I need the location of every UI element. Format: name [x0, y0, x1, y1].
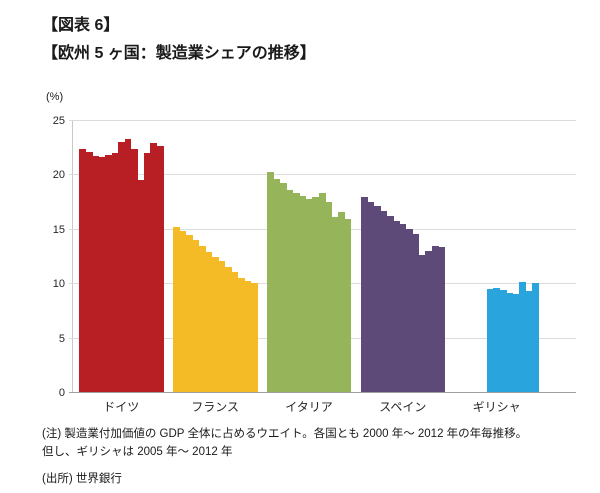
bar-フランス-2012	[250, 283, 258, 392]
y-axis-unit-label: (%)	[46, 91, 64, 103]
bar-イタリア-2010	[331, 216, 339, 392]
chart-footnotes: (注) 製造業付加価値の GDP 全体に占めるウエイト。各国とも 2000 年～…	[42, 426, 527, 488]
gridline-20	[69, 174, 576, 176]
bar-イタリア-2003	[286, 189, 294, 392]
bar-フランス-2008	[224, 266, 232, 392]
y-tick-label-15: 15	[52, 223, 65, 236]
bar-スペイン-2008	[412, 234, 420, 392]
bar-chart-plot-area: 0 5 10 15 20 25 ドイツ フランス イタリア スペイン ギリシャ	[53, 115, 576, 414]
bar-ギリシャ-2007	[499, 289, 507, 392]
bar-ギリシャ-2010	[519, 282, 527, 392]
gridline-25	[69, 120, 576, 121]
bar-フランス-2006	[211, 257, 219, 392]
bar-ギリシャ-2005	[487, 288, 494, 392]
bar-スペイン-2000	[360, 197, 368, 392]
bar-ギリシャ-2012	[532, 283, 540, 392]
y-tick-label-25: 25	[52, 115, 65, 127]
bar-ドイツ-2002	[92, 155, 100, 392]
y-tick-label-0: 0	[58, 387, 65, 399]
bar-ドイツ-2005	[111, 152, 119, 392]
bar-ドイツ-2010	[143, 152, 151, 392]
y-tick-label-20: 20	[52, 169, 65, 182]
bar-フランス-2010	[237, 277, 245, 392]
bar-スペイン-2009	[419, 254, 426, 392]
bar-イタリア-2001	[273, 178, 281, 392]
bar-ドイツ-2000	[79, 149, 87, 392]
footnote-line-1: (注) 製造業付加価値の GDP 全体に占めるウエイト。各国とも 2000 年～…	[42, 428, 528, 440]
bar-ドイツ-2004	[105, 154, 112, 392]
bar-イタリア-2006	[305, 199, 313, 392]
x-category-label-フランス: フランス	[191, 400, 240, 414]
y-tick-label-10: 10	[52, 278, 65, 291]
bar-フランス-2002	[186, 235, 193, 392]
footnote-line-2: 但し、ギリシャは 2005 年～ 2012 年	[42, 445, 233, 458]
bar-ドイツ-2012	[156, 146, 164, 392]
bar-スペイン-2004	[386, 215, 394, 392]
bar-スペイン-2010	[425, 250, 433, 392]
bar-フランス-2004	[198, 246, 206, 392]
bar-イタリア-2002	[279, 183, 287, 392]
bar-ギリシャ-2008	[506, 293, 514, 392]
bar-イタリア-2011	[338, 212, 345, 392]
bar-スペイン-2011	[431, 246, 439, 392]
bar-スペイン-2002	[373, 205, 381, 392]
bar-ドイツ-2009	[137, 179, 145, 392]
bar-フランス-2003	[192, 239, 200, 392]
x-category-label-イタリア: イタリア	[285, 400, 333, 414]
figure-title: 【欧州 5 ヶ国：製造業シェアの推移】	[42, 45, 316, 62]
bar-ギリシャ-2009	[512, 294, 520, 392]
y-tick-label-5: 5	[58, 332, 65, 345]
bar-ドイツ-2003	[98, 157, 106, 392]
bar-イタリア-2012	[344, 219, 352, 392]
bar-スペイン-2006	[399, 224, 407, 392]
bar-スペイン-2005	[393, 221, 401, 392]
bar-フランス-2005	[205, 251, 213, 392]
bar-フランス-2009	[231, 272, 239, 392]
bar-ドイツ-2008	[130, 149, 138, 392]
bar-スペイン-2012	[438, 247, 446, 392]
bar-フランス-2000	[173, 226, 180, 392]
bar-ギリシャ-2006	[493, 287, 501, 392]
x-category-label-ドイツ: ドイツ	[103, 400, 140, 414]
source-note: (出所) 世界銀行	[42, 472, 122, 485]
bar-ドイツ-2007	[124, 138, 132, 392]
bar-フランス-2007	[218, 261, 226, 392]
bar-ドイツ-2011	[150, 142, 158, 392]
figure-number: 【図表 6】	[42, 17, 120, 34]
x-category-label-ギリシャ: ギリシャ	[472, 400, 521, 414]
bar-ドイツ-2001	[85, 151, 93, 392]
bar-ドイツ-2006	[118, 141, 125, 392]
bar-イタリア-2007	[312, 197, 320, 392]
figure-header: 【図表 6】 【欧州 5 ヶ国：製造業シェアの推移】	[42, 12, 316, 68]
bar-フランス-2001	[179, 230, 187, 392]
bar-フランス-2011	[244, 281, 252, 392]
x-category-label-スペイン: スペイン	[379, 400, 427, 414]
bar-スペイン-2001	[367, 201, 375, 392]
bar-ギリシャ-2011	[525, 290, 533, 392]
bar-スペイン-2007	[406, 228, 413, 392]
x-axis-line	[69, 392, 576, 393]
bar-イタリア-2008	[318, 192, 326, 392]
bar-スペイン-2003	[380, 211, 388, 392]
bar-イタリア-2009	[325, 201, 332, 392]
bar-イタリア-2000	[267, 172, 274, 392]
bar-イタリア-2004	[292, 192, 300, 392]
bar-イタリア-2005	[299, 196, 307, 392]
